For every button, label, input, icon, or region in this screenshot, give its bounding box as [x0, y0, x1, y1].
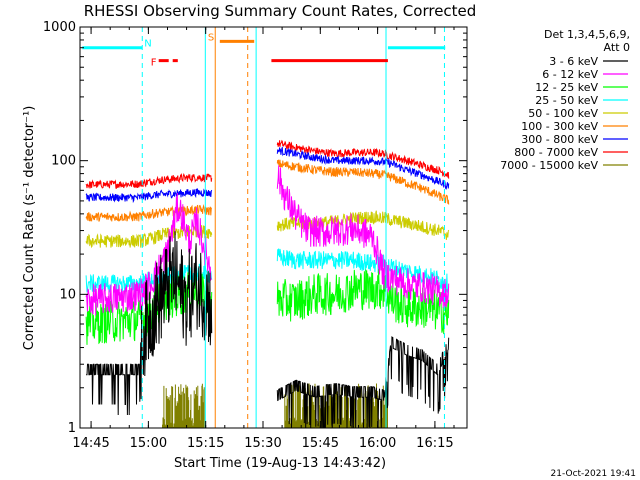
x-tick-label-4: 15:45	[302, 436, 339, 451]
legend-label-5: 100 - 300 keV	[521, 120, 598, 133]
legend-label-3: 25 - 50 keV	[535, 94, 598, 107]
legend-label-1: 6 - 12 keV	[542, 68, 598, 81]
series-line-100-300-kev	[85, 159, 450, 222]
y-tick-label-2: 100	[51, 154, 76, 169]
series-line-300-800-kev	[85, 146, 450, 204]
legend-label-2: 12 - 25 keV	[535, 81, 598, 94]
legend-label-8: 7000 - 15000 keV	[500, 159, 598, 172]
y-tick-label-1: 10	[59, 287, 76, 302]
olive-noise-region-0	[162, 383, 205, 428]
flag-label-f: F	[151, 58, 157, 69]
x-axis-label: Start Time (19-Aug-13 14:43:42)	[174, 456, 386, 471]
flag-label-n: N	[144, 39, 151, 50]
footer-date: 21-Oct-2021 19:41	[551, 469, 636, 479]
plot-frame	[79, 26, 468, 429]
y-tick-label-0: 1	[68, 421, 76, 436]
legend-label-7: 800 - 7000 keV	[514, 146, 598, 159]
legend-label-6: 300 - 800 keV	[521, 133, 598, 146]
legend-label-4: 50 - 100 keV	[528, 107, 598, 120]
series-line-800-7000-kev	[85, 139, 450, 190]
chart-title: RHESSI Observing Summary Count Rates, Co…	[84, 2, 477, 20]
x-tick-label-6: 16:15	[416, 436, 453, 451]
x-tick-label-0: 14:45	[72, 436, 109, 451]
x-tick-label-1: 15:00	[130, 436, 167, 451]
legend-header-line-0: Det 1,3,4,5,6,9,	[544, 28, 630, 41]
legend-header-line-1: Att 0	[604, 41, 630, 54]
x-tick-label-2: 15:15	[187, 436, 224, 451]
y-tick-label-3: 1000	[43, 20, 76, 35]
y-axis-label: Corrected Count Rate (s⁻¹ detector⁻¹)	[22, 106, 37, 351]
series-line-6-12-kev	[85, 165, 450, 316]
x-tick-label-5: 16:00	[359, 436, 396, 451]
legend-label-0: 3 - 6 keV	[549, 55, 598, 68]
series-line-3-6-kev	[86, 231, 450, 428]
flag-label-s: S	[208, 32, 214, 43]
x-tick-label-3: 15:30	[244, 436, 281, 451]
